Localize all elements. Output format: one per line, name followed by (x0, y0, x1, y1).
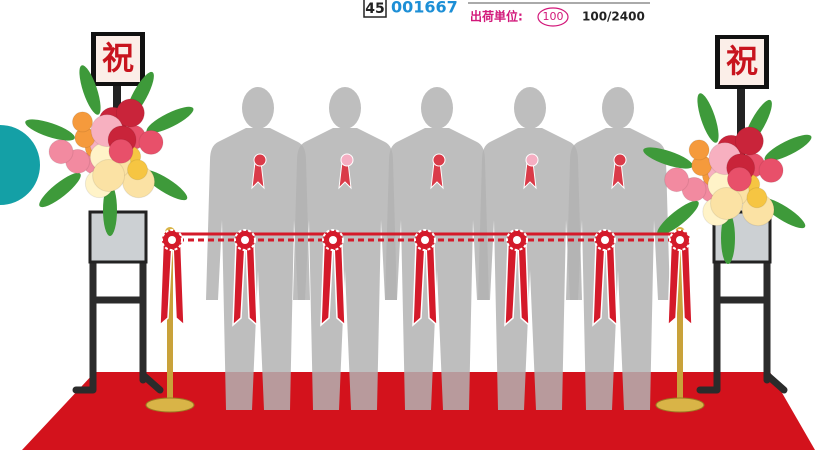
person-silhouette (566, 87, 670, 410)
head (514, 87, 546, 129)
leaf (693, 91, 723, 145)
chest-rosette (341, 154, 353, 166)
unit: 100 (543, 10, 564, 23)
sign-text: 祝 (102, 39, 134, 77)
stand-frame (700, 250, 784, 390)
stanchion-base (656, 398, 704, 412)
unit-label: 出荷単位: (470, 9, 523, 24)
side-tab (0, 125, 40, 205)
flower (759, 158, 783, 182)
rosette-center (601, 236, 609, 244)
rosette-center (676, 236, 684, 244)
flower (711, 187, 743, 219)
chest-rosette (526, 154, 538, 166)
flower (49, 140, 73, 164)
head (242, 87, 274, 129)
leaf (35, 168, 84, 211)
flower (689, 140, 709, 160)
stanchion-base (146, 398, 194, 412)
flower (665, 168, 689, 192)
head (602, 87, 634, 129)
chest-rosette (433, 154, 445, 166)
flower (93, 159, 125, 191)
flower (747, 188, 767, 208)
person-silhouette (293, 87, 397, 410)
head (421, 87, 453, 129)
flower (727, 167, 751, 191)
rosette-center (329, 236, 337, 244)
flower (735, 127, 763, 155)
flower (109, 139, 133, 163)
chest-rosette (254, 154, 266, 166)
product-code: 001667 (391, 0, 458, 17)
flower (72, 112, 92, 132)
illustration: 祝 祝 45 001667 出荷単位: 100 100/2400 (0, 0, 827, 450)
flower (128, 160, 148, 180)
quantity: 100/2400 (582, 10, 645, 24)
rosette-center (421, 236, 429, 244)
rosette-center (168, 236, 176, 244)
head (329, 87, 361, 129)
pot (90, 212, 146, 262)
stand-frame (76, 250, 160, 390)
person-silhouette (206, 87, 310, 410)
rosette-center (241, 236, 249, 244)
rosette-center (513, 236, 521, 244)
page: 祝祝 45 001667 出荷単位: 100 100/2400 (() => {… (0, 0, 827, 450)
flower (139, 130, 163, 154)
badge: 45 (365, 1, 384, 17)
person-silhouette (478, 87, 582, 410)
person-silhouette (385, 87, 489, 410)
sign-text: 祝 (726, 42, 758, 80)
chest-rosette (614, 154, 626, 166)
